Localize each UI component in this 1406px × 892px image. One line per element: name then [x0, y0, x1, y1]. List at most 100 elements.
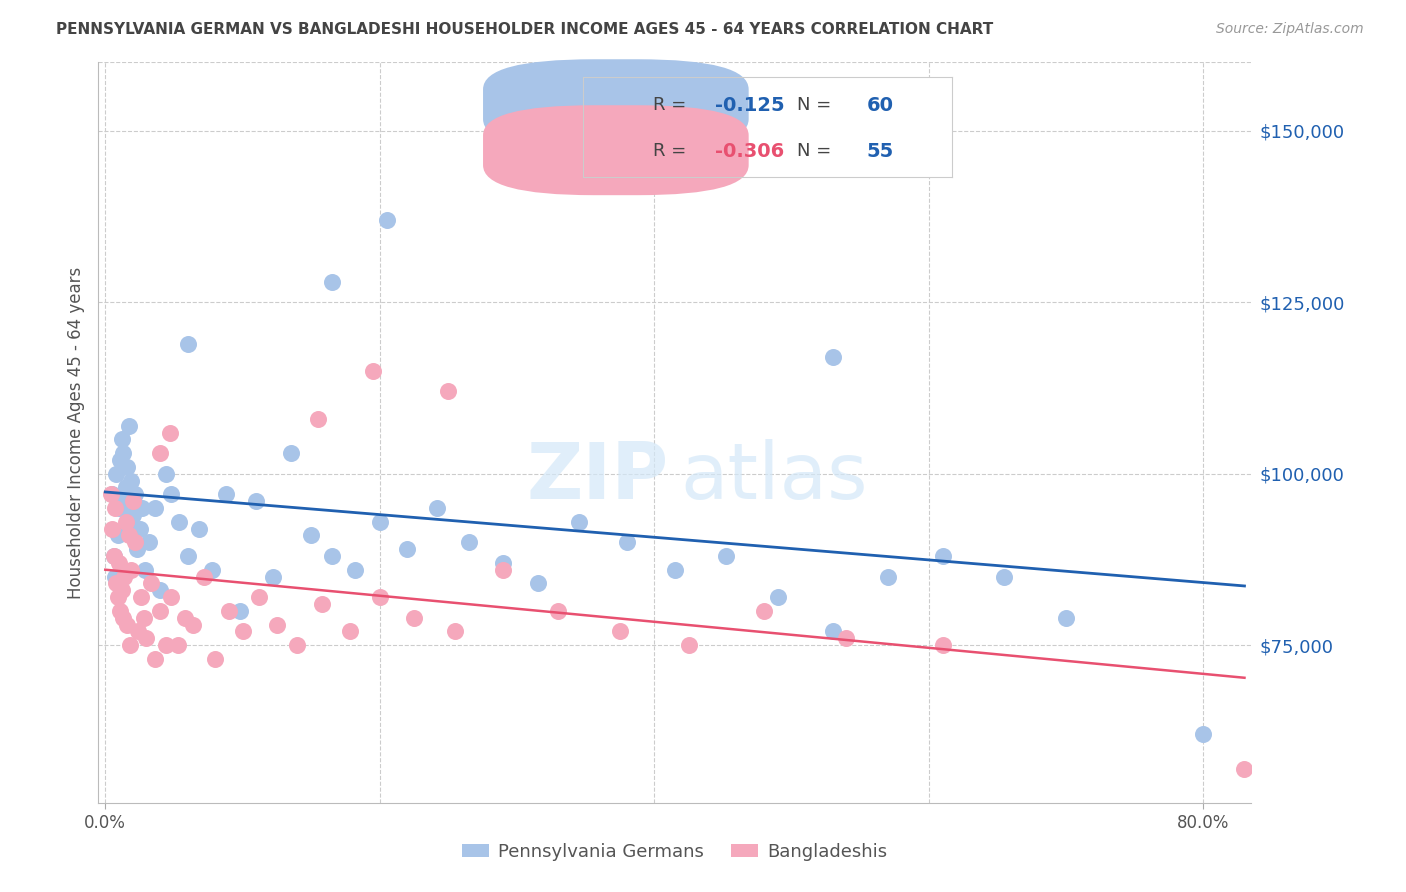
Point: [931, 638, 953, 652]
Point: [169, 515, 191, 529]
Text: PENNSYLVANIA GERMAN VS BANGLADESHI HOUSEHOLDER INCOME AGES 45 - 64 YEARS CORRELA: PENNSYLVANIA GERMAN VS BANGLADESHI HOUSE…: [56, 22, 994, 37]
Point: [215, 487, 238, 501]
Point: [120, 474, 142, 488]
Point: [218, 604, 240, 618]
Point: [426, 501, 449, 516]
Point: [167, 638, 190, 652]
Point: [115, 480, 138, 494]
Point: [280, 446, 302, 460]
Point: [714, 549, 737, 563]
Point: [262, 569, 284, 583]
Point: [568, 515, 591, 529]
Point: [124, 487, 146, 501]
Point: [821, 624, 844, 639]
Point: [103, 549, 125, 563]
Point: [155, 638, 177, 652]
Point: [143, 501, 166, 516]
Text: Source: ZipAtlas.com: Source: ZipAtlas.com: [1216, 22, 1364, 37]
Point: [245, 494, 267, 508]
Point: [229, 604, 252, 618]
Point: [129, 590, 152, 604]
Point: [115, 515, 138, 529]
Point: [160, 590, 183, 604]
Point: [266, 617, 288, 632]
Point: [101, 487, 124, 501]
Point: [321, 549, 343, 563]
Point: [993, 569, 1015, 583]
Point: [111, 433, 134, 447]
Point: [396, 542, 419, 557]
Point: [368, 590, 391, 604]
Point: [204, 652, 226, 666]
Point: [155, 467, 177, 481]
Point: [231, 624, 254, 639]
Point: [104, 501, 127, 516]
Point: [299, 528, 322, 542]
Point: [458, 535, 481, 549]
Point: [526, 576, 548, 591]
Point: [678, 638, 700, 652]
Point: [176, 336, 198, 351]
Point: [134, 563, 156, 577]
Point: [444, 624, 467, 639]
Point: [132, 610, 155, 624]
Point: [339, 624, 361, 639]
Point: [307, 412, 329, 426]
Point: [108, 556, 131, 570]
Y-axis label: Householder Income Ages 45 - 64 years: Householder Income Ages 45 - 64 years: [66, 267, 84, 599]
Point: [437, 384, 460, 399]
Point: [287, 638, 309, 652]
Legend: Pennsylvania Germans, Bangladeshis: Pennsylvania Germans, Bangladeshis: [456, 836, 894, 868]
Point: [368, 515, 391, 529]
Point: [111, 583, 134, 598]
Point: [131, 501, 153, 516]
Point: [193, 569, 215, 583]
Point: [835, 632, 858, 646]
Point: [114, 494, 136, 508]
Point: [139, 576, 162, 591]
Point: [117, 528, 139, 542]
Point: [121, 508, 143, 522]
Point: [138, 535, 160, 549]
Point: [752, 604, 775, 618]
Point: [114, 569, 136, 583]
Point: [344, 563, 367, 577]
Point: [103, 549, 125, 563]
Point: [404, 610, 426, 624]
Point: [118, 515, 141, 529]
Point: [187, 522, 209, 536]
Text: ZIP: ZIP: [527, 439, 669, 515]
Point: [174, 610, 197, 624]
Point: [135, 632, 157, 646]
Point: [931, 549, 953, 563]
Point: [143, 652, 166, 666]
Point: [616, 535, 638, 549]
Point: [1192, 727, 1215, 741]
Point: [120, 563, 142, 577]
Point: [105, 576, 128, 591]
Point: [105, 467, 128, 481]
Point: [664, 563, 686, 577]
Point: [117, 617, 139, 632]
Point: [118, 638, 141, 652]
Point: [110, 604, 132, 618]
Point: [876, 569, 898, 583]
Point: [1233, 762, 1256, 776]
Point: [121, 494, 143, 508]
Point: [575, 137, 598, 152]
Point: [149, 583, 172, 598]
Point: [160, 487, 183, 501]
Point: [247, 590, 270, 604]
Point: [321, 275, 343, 289]
Point: [149, 446, 172, 460]
Point: [201, 563, 224, 577]
Point: [127, 624, 149, 639]
Point: [176, 549, 198, 563]
Point: [107, 590, 129, 604]
Point: [375, 213, 398, 227]
Point: [821, 350, 844, 364]
Point: [128, 522, 150, 536]
Point: [112, 446, 135, 460]
Point: [110, 453, 132, 467]
Point: [100, 487, 122, 501]
